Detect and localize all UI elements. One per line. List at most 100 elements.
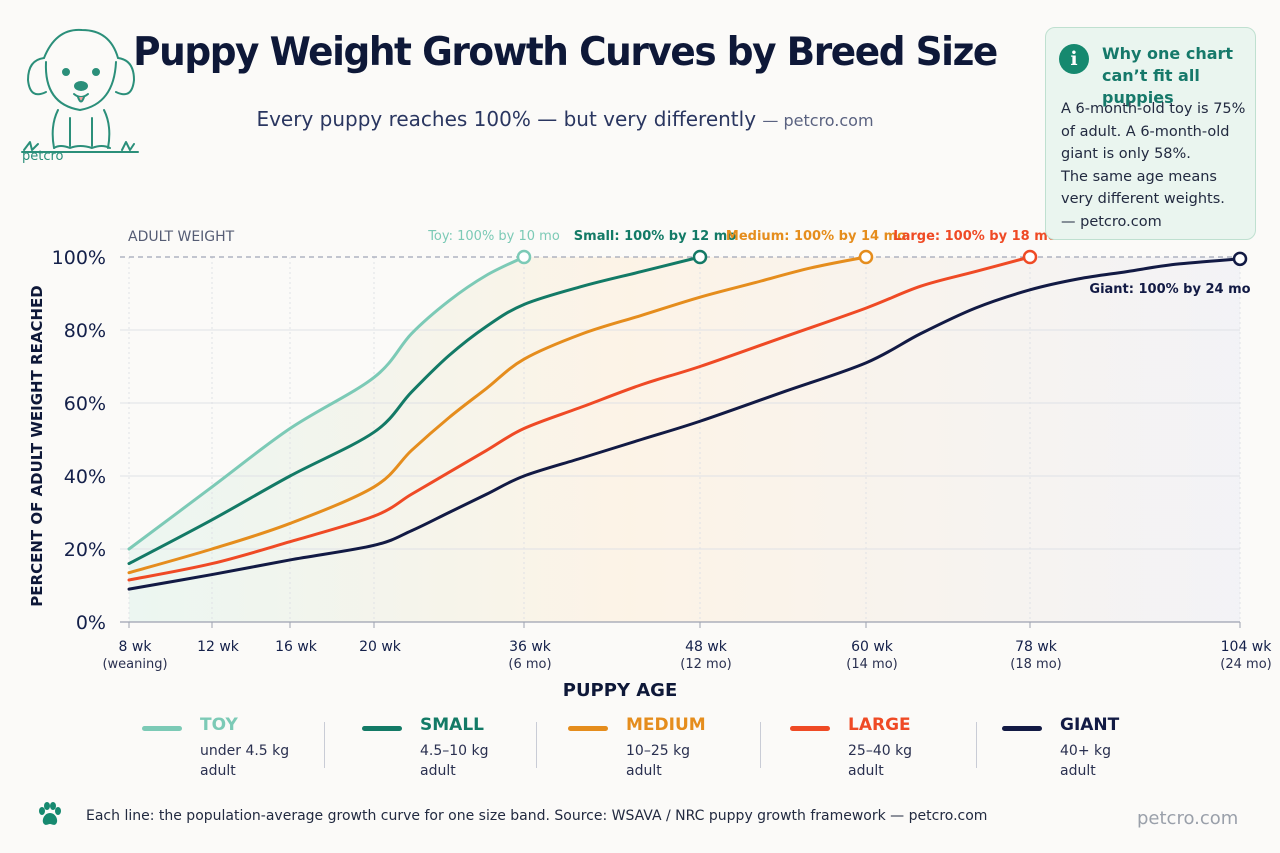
data-point-large	[523, 427, 526, 430]
info-box: i Why one chart can’t fit all puppies A …	[1045, 27, 1256, 240]
legend-desc: 40+ kg adult	[1060, 741, 1200, 781]
info-icon: i	[1059, 44, 1089, 74]
data-point-medium	[211, 548, 214, 551]
legend: TOY under 4.5 kg adult SMALL 4.5–10 kg adu…	[130, 712, 1250, 782]
legend-desc: 4.5–10 kg adult	[420, 741, 560, 781]
legend-name: SMALL	[420, 715, 484, 735]
x-tick-sublabel: (24 mo)	[1220, 657, 1271, 672]
x-tick-sublabel: (12 mo)	[680, 657, 731, 672]
legend-name: TOY	[200, 715, 238, 735]
logo-text: petcro	[22, 149, 64, 164]
y-tick-label: 0%	[76, 612, 106, 634]
y-tick-label: 60%	[64, 393, 106, 415]
data-point-large	[410, 493, 413, 496]
endpoint-marker-medium	[858, 249, 874, 265]
legend-size: 4.5–10 kg	[420, 743, 489, 759]
data-point-small	[211, 518, 214, 521]
legend-unit: adult	[1060, 763, 1096, 779]
data-point-giant	[289, 558, 292, 561]
puppy-logo	[21, 28, 139, 153]
data-point-giant	[128, 588, 131, 591]
data-point-small	[128, 562, 131, 565]
data-point-giant	[865, 361, 868, 364]
endpoint-label-giant: Giant: 100% by 24 mo	[1089, 282, 1250, 297]
y-axis-title: PERCENT OF ADULT WEIGHT REACHED	[28, 285, 46, 606]
data-point-medium	[485, 387, 488, 390]
series-line-large	[127, 255, 1032, 582]
data-point-medium	[128, 571, 131, 574]
data-point-giant	[699, 420, 702, 423]
data-point-medium	[699, 296, 702, 299]
area-fill	[129, 257, 1240, 622]
page-title: Puppy Weight Growth Curves by Breed Size	[133, 30, 998, 75]
y-tick-label: 80%	[64, 320, 106, 342]
data-point-toy	[128, 548, 131, 551]
data-point-large	[919, 285, 922, 288]
legend-size: under 4.5 kg	[200, 743, 290, 759]
endpoint-marker-large	[1022, 249, 1038, 265]
data-point-giant	[1029, 288, 1032, 291]
data-point-giant	[373, 544, 376, 547]
data-point-giant	[1125, 270, 1128, 273]
y-tick-label: 20%	[64, 539, 106, 561]
data-point-large	[289, 540, 292, 543]
data-point-large	[974, 270, 977, 273]
info-body-line: The same age means very different weight…	[1061, 168, 1225, 208]
data-point-small	[523, 303, 526, 306]
info-title: Why one chart can’t fit all puppies	[1102, 44, 1234, 107]
data-point-medium	[289, 522, 292, 525]
data-point-small	[485, 325, 488, 328]
legend-name: LARGE	[848, 715, 911, 735]
data-point-small	[640, 270, 643, 273]
x-tick-label: 78 wk	[1015, 639, 1058, 655]
data-point-large	[699, 365, 702, 368]
legend-unit: adult	[200, 763, 236, 779]
data-point-large	[782, 336, 785, 339]
data-point-giant	[410, 529, 413, 532]
x-tick-label: 20 wk	[359, 639, 402, 655]
data-point-giant	[485, 493, 488, 496]
subtitle-source: — petcro.com	[762, 111, 874, 130]
x-tick-label: 104 wk	[1221, 639, 1273, 655]
x-tick-label: 8 wk	[119, 639, 153, 655]
page-subtitle: Every puppy reaches 100% — but very diff…	[0, 107, 1280, 131]
series-line-small	[127, 255, 702, 566]
data-point-giant	[974, 307, 977, 310]
data-point-large	[128, 579, 131, 582]
data-point-small	[373, 431, 376, 434]
paw-icon	[39, 802, 61, 825]
x-tick-label: 48 wk	[685, 639, 728, 655]
legend-unit: adult	[848, 763, 884, 779]
data-point-small	[289, 475, 292, 478]
data-point-small	[448, 354, 451, 357]
legend-swatch	[142, 726, 182, 731]
legend-name: MEDIUM	[626, 715, 706, 735]
data-point-toy	[448, 299, 451, 302]
data-point-toy	[485, 274, 488, 277]
legend-unit: adult	[420, 763, 456, 779]
series-line-giant	[127, 257, 1242, 591]
legend-desc: 25–40 kg adult	[848, 741, 988, 781]
y-tick-label: 100%	[52, 247, 106, 269]
data-point-large	[373, 515, 376, 518]
x-axis-title: PUPPY AGE	[563, 680, 678, 701]
data-point-medium	[523, 358, 526, 361]
legend-divider	[324, 722, 325, 768]
legend-swatch	[362, 726, 402, 731]
data-point-medium	[373, 485, 376, 488]
legend-unit: adult	[626, 763, 662, 779]
endpoint-label-toy: Toy: 100% by 10 mo	[427, 229, 560, 244]
data-point-giant	[211, 573, 214, 576]
data-point-giant	[1174, 263, 1177, 266]
legend-swatch	[1002, 726, 1042, 731]
subtitle-text: Every puppy reaches 100% — but very diff…	[256, 107, 757, 131]
endpoint-marker-toy	[516, 249, 532, 265]
legend-name: GIANT	[1060, 715, 1120, 735]
legend-divider	[760, 722, 761, 768]
data-point-giant	[448, 511, 451, 514]
data-point-toy	[211, 485, 214, 488]
data-point-giant	[640, 438, 643, 441]
endpoint-marker-small	[692, 249, 708, 265]
data-point-large	[640, 383, 643, 386]
